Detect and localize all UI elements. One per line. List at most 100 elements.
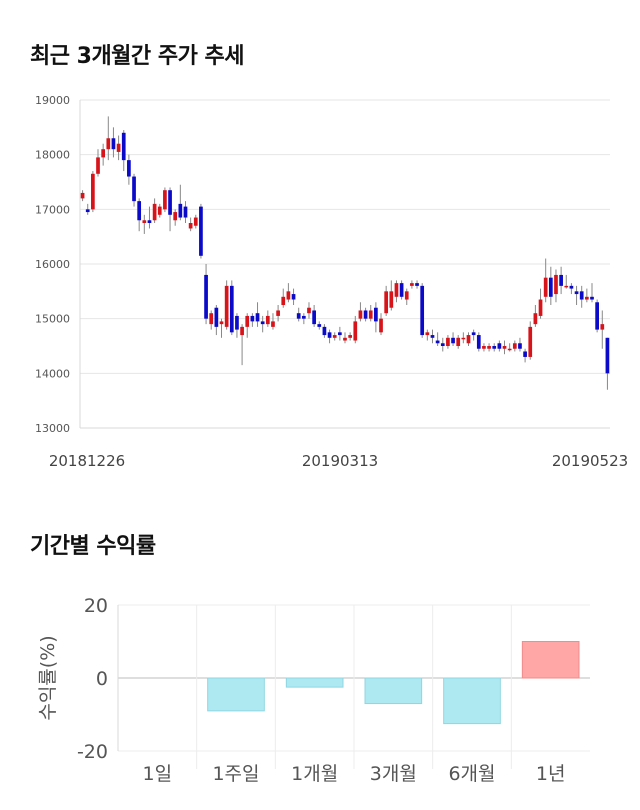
candle-body [410,283,414,286]
candle-body [296,313,301,319]
candle-body [276,310,280,316]
candle-body [96,157,100,174]
candle-body [507,348,512,351]
candle-body [188,223,193,229]
candle-body [415,283,419,286]
candle-body [199,206,203,256]
candle-body [168,190,172,215]
candle-body [157,206,162,215]
x-tick-label: 6개월 [448,763,495,785]
candle-body [147,220,152,223]
candle-body [595,302,599,330]
candle-body [229,285,234,333]
candle-body [286,291,291,300]
candle-body [91,173,95,210]
candle-body [142,220,147,223]
candle-body [137,201,142,221]
candle-body [368,310,373,319]
candle-body [451,337,455,344]
candle-body [224,285,229,327]
candle-body [461,337,466,340]
y-tick-label: -20 [77,741,108,763]
return-bar [364,677,423,705]
candle-body [435,340,440,344]
candle-body [533,313,538,325]
candle-body [307,307,311,314]
candle-body [255,313,260,322]
y-tick-label: 18000 [35,149,70,162]
candlestick-chart: 19000 18000 17000 16000 15000 14000 13000 20181… [35,94,628,470]
x-tick-label: 1개월 [291,763,338,785]
y-tick-label: 15000 [35,313,70,326]
candle-body [265,315,270,325]
candle-body [214,307,219,327]
candle-body [574,291,579,295]
y-axis-label: 수익률(%) [37,635,59,720]
return-chart-title: 기간별 수익률 [30,534,156,559]
candle-body [101,149,106,158]
candle-body [476,335,481,349]
x-tick-label: 1년 [536,763,566,785]
candle-body [343,337,347,341]
candle-body [152,203,157,221]
price-chart-title: 최근 3개월간 주가 추세 [30,44,244,69]
candle-body [497,343,502,349]
candle-body [163,190,167,210]
candle-body [420,285,425,336]
candle-body [482,346,486,349]
candle-body [106,138,111,150]
candle-body [219,321,224,325]
candle-body [554,274,558,295]
candle-body [260,321,265,325]
x-tick-label: 1일 [143,763,173,785]
candle-body [193,217,198,226]
candle-body [358,310,363,319]
candle-body [178,203,183,218]
candle-body [379,318,383,333]
return-bar [285,677,344,688]
candle-body [512,343,517,349]
candle-body [584,296,589,300]
candle-body [456,337,461,346]
candle-body [538,299,543,316]
candle-body [363,310,368,319]
candle-body [204,274,208,319]
x-tick-label: 20190523 [552,452,628,470]
candle-body [111,138,116,150]
candle-body [312,310,316,325]
candle-body [317,324,322,327]
y-tick-label: 19000 [35,94,70,107]
candle-body [332,335,337,338]
x-tick-label: 3개월 [370,763,417,785]
candle-body [127,160,131,177]
candle-body [399,283,404,297]
y-tick-label: 17000 [35,203,70,216]
candle-body [502,346,507,349]
candle-body [291,294,296,300]
y-tick-label: 13000 [35,422,70,435]
candle-body [600,324,605,330]
candle-body [440,343,445,346]
candle-body [116,143,121,152]
candle-body [471,332,476,336]
candle-body [209,313,214,325]
candle-body [528,326,533,357]
candle-body [85,209,90,213]
candle-body [374,307,378,322]
candle-body [338,332,342,336]
candle-body [564,285,569,288]
y-tick-label: 16000 [35,258,70,271]
candle-body [301,315,306,319]
candle-body [183,206,188,218]
candle-body [235,315,239,330]
return-bar [443,677,501,725]
x-tick-label: 1주일 [212,763,259,785]
candle-body [492,346,497,349]
candle-body [384,291,389,314]
candle-body [446,337,450,346]
candle-body [348,335,352,338]
x-tick-label: 20181226 [49,452,125,470]
candle-body [425,332,430,336]
return-bar [207,677,265,712]
candle-body [466,335,471,344]
